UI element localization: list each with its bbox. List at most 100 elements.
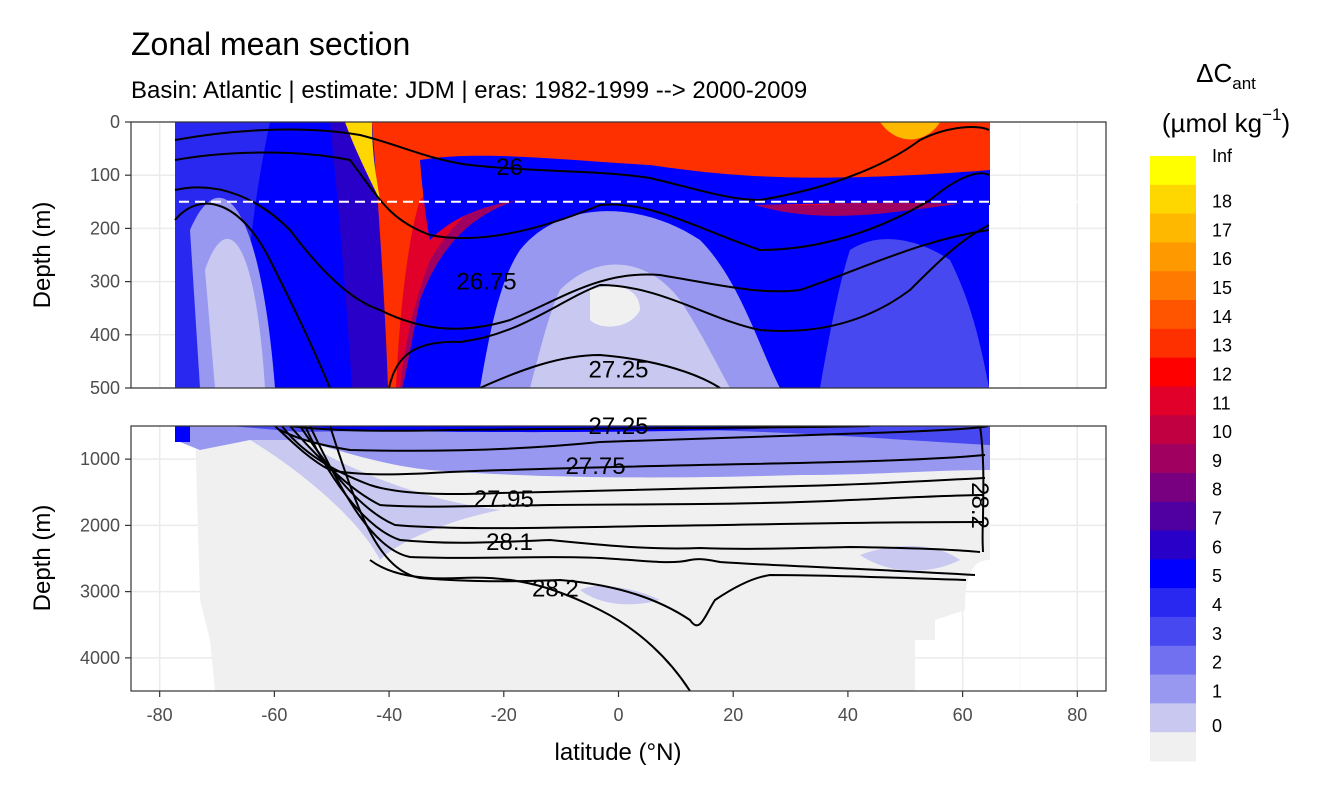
chart-subtitle: Basin: Atlantic | estimate: JDM | eras: … — [131, 77, 807, 104]
field-north-orange — [880, 122, 940, 140]
field-north-deep-patch — [860, 545, 960, 571]
contour-label: 26 — [496, 154, 523, 181]
field-deep-patch — [580, 585, 660, 605]
upper-isopycnals — [174, 126, 990, 388]
legend-label: 8 — [1212, 480, 1222, 500]
field-intermediate-blue — [230, 426, 990, 445]
y-tick-label: 2000 — [80, 515, 120, 535]
legend-unit: (µmol kg−1) — [1162, 105, 1290, 138]
y-tick-label: 4000 — [80, 648, 120, 668]
x-tick-label: 60 — [953, 705, 973, 725]
legend-swatch — [1150, 645, 1196, 676]
field-tropical-lowest — [590, 286, 640, 327]
legend-label: 10 — [1212, 422, 1232, 442]
legend-label: 15 — [1212, 278, 1232, 298]
legend-label: 2 — [1212, 653, 1222, 673]
legend-swatch — [1150, 184, 1196, 215]
legend-swatch — [1150, 616, 1196, 647]
legend-label: 17 — [1212, 220, 1232, 240]
legend-swatch — [1150, 415, 1196, 445]
contour-label: 27.95 — [474, 486, 534, 513]
legend-label: 13 — [1212, 336, 1232, 356]
y-tick-label: 1000 — [80, 449, 120, 469]
contour-labels: 26 26.75 27.25 27.25 27.75 27.95 28.1 28.2 28.2 — [457, 154, 993, 602]
legend-label: 4 — [1212, 595, 1222, 615]
legend-swatch — [1150, 559, 1196, 589]
upper-panel-border — [130, 121, 1107, 389]
x-tick-label: 0 — [613, 705, 623, 725]
chart-title: Zonal mean section — [131, 26, 410, 62]
field-southern-edge — [175, 426, 190, 442]
legend-label: 7 — [1212, 509, 1222, 529]
legend-swatch — [1150, 588, 1196, 618]
contour-label: 26.75 — [457, 269, 517, 296]
legend-label: 14 — [1212, 307, 1232, 327]
upper-y-axis-title: Depth (m) — [29, 202, 56, 309]
legend-label: 12 — [1212, 364, 1232, 384]
upper-panel — [130, 121, 1107, 389]
legend-swatch — [1150, 386, 1196, 416]
contour-label: 27.75 — [566, 453, 626, 480]
lower-isopycnals — [274, 426, 989, 691]
x-axis-ticks: -80 -60 -40 -20 0 20 40 60 80 — [147, 691, 1087, 725]
y-tick-label: 0 — [110, 112, 120, 132]
legend: ΔCant (µmol kg−1) Inf1817161514131211109… — [1150, 58, 1290, 762]
legend-swatch — [1150, 271, 1196, 301]
x-axis-title: latitude (°N) — [555, 739, 682, 766]
lower-y-axis-title: Depth (m) — [29, 505, 56, 612]
legend-swatch — [1150, 501, 1196, 532]
legend-swatch — [1150, 156, 1196, 186]
contour-label: 28.2 — [532, 575, 579, 602]
contour-label: 28.1 — [486, 529, 533, 556]
legend-label: Inf — [1212, 146, 1233, 166]
x-tick-label: -60 — [261, 705, 287, 725]
legend-label: 9 — [1212, 451, 1222, 471]
contour-label: 27.25 — [588, 356, 648, 383]
legend-swatch — [1150, 703, 1196, 733]
y-tick-label: 200 — [90, 218, 120, 238]
x-tick-label: -80 — [147, 705, 173, 725]
legend-label: 5 — [1212, 566, 1222, 586]
legend-swatch — [1150, 674, 1196, 704]
upper-y-axis-ticks: 0 100 200 300 400 500 — [90, 112, 131, 398]
field-intermediate-light — [175, 426, 990, 478]
field-yellow-front — [345, 122, 380, 200]
contour-label: 27.25 — [588, 413, 648, 440]
y-tick-label: 3000 — [80, 582, 120, 602]
legend-swatch — [1150, 328, 1196, 359]
upper-field — [131, 122, 1106, 388]
x-tick-label: 80 — [1067, 705, 1087, 725]
legend-label: 16 — [1212, 249, 1232, 269]
legend-title: ΔCant — [1196, 58, 1256, 93]
field-north-lower — [820, 239, 989, 388]
legend-swatch — [1150, 530, 1196, 560]
y-tick-label: 300 — [90, 272, 120, 292]
field-thermocline-blue — [420, 155, 990, 240]
x-tick-label: 20 — [723, 705, 743, 725]
legend-swatch — [1150, 300, 1196, 330]
y-tick-label: 400 — [90, 325, 120, 345]
legend-swatch — [1150, 444, 1196, 474]
legend-swatch — [1150, 732, 1196, 762]
legend-title-main: ΔC — [1196, 58, 1232, 88]
legend-label: 11 — [1212, 393, 1231, 413]
legend-label: 3 — [1212, 624, 1222, 644]
legend-swatch — [1150, 472, 1196, 503]
y-tick-label: 500 — [90, 378, 120, 398]
contour-label: 28.2 — [966, 482, 993, 529]
legend-title-sub: ant — [1232, 74, 1256, 93]
x-tick-label: -40 — [376, 705, 402, 725]
legend-label: 6 — [1212, 537, 1222, 557]
legend-unit-main: (µmol kg — [1162, 108, 1262, 138]
field-southern-lowest — [205, 238, 265, 388]
x-tick-label: 40 — [838, 705, 858, 725]
legend-swatch — [1150, 213, 1196, 243]
legend-label: 18 — [1212, 192, 1232, 212]
field-slope-light — [250, 440, 500, 560]
y-tick-label: 100 — [90, 165, 120, 185]
legend-label: 1 — [1212, 681, 1222, 701]
legend-unit-sup: −1 — [1262, 105, 1281, 124]
lower-field — [175, 426, 990, 691]
